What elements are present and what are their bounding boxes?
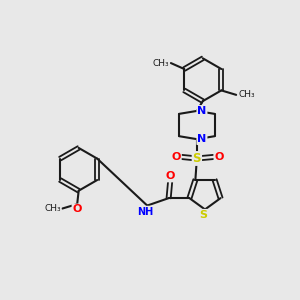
- Text: O: O: [73, 204, 82, 214]
- Text: NH: NH: [137, 206, 153, 217]
- Text: O: O: [214, 152, 224, 162]
- Text: O: O: [171, 152, 181, 162]
- Text: CH₃: CH₃: [152, 58, 169, 68]
- Text: O: O: [165, 172, 175, 182]
- Text: CH₃: CH₃: [44, 204, 61, 213]
- Text: N: N: [197, 106, 206, 116]
- Text: S: S: [193, 152, 201, 165]
- Text: CH₃: CH₃: [238, 90, 255, 99]
- Text: S: S: [200, 210, 208, 220]
- Text: N: N: [197, 134, 206, 144]
